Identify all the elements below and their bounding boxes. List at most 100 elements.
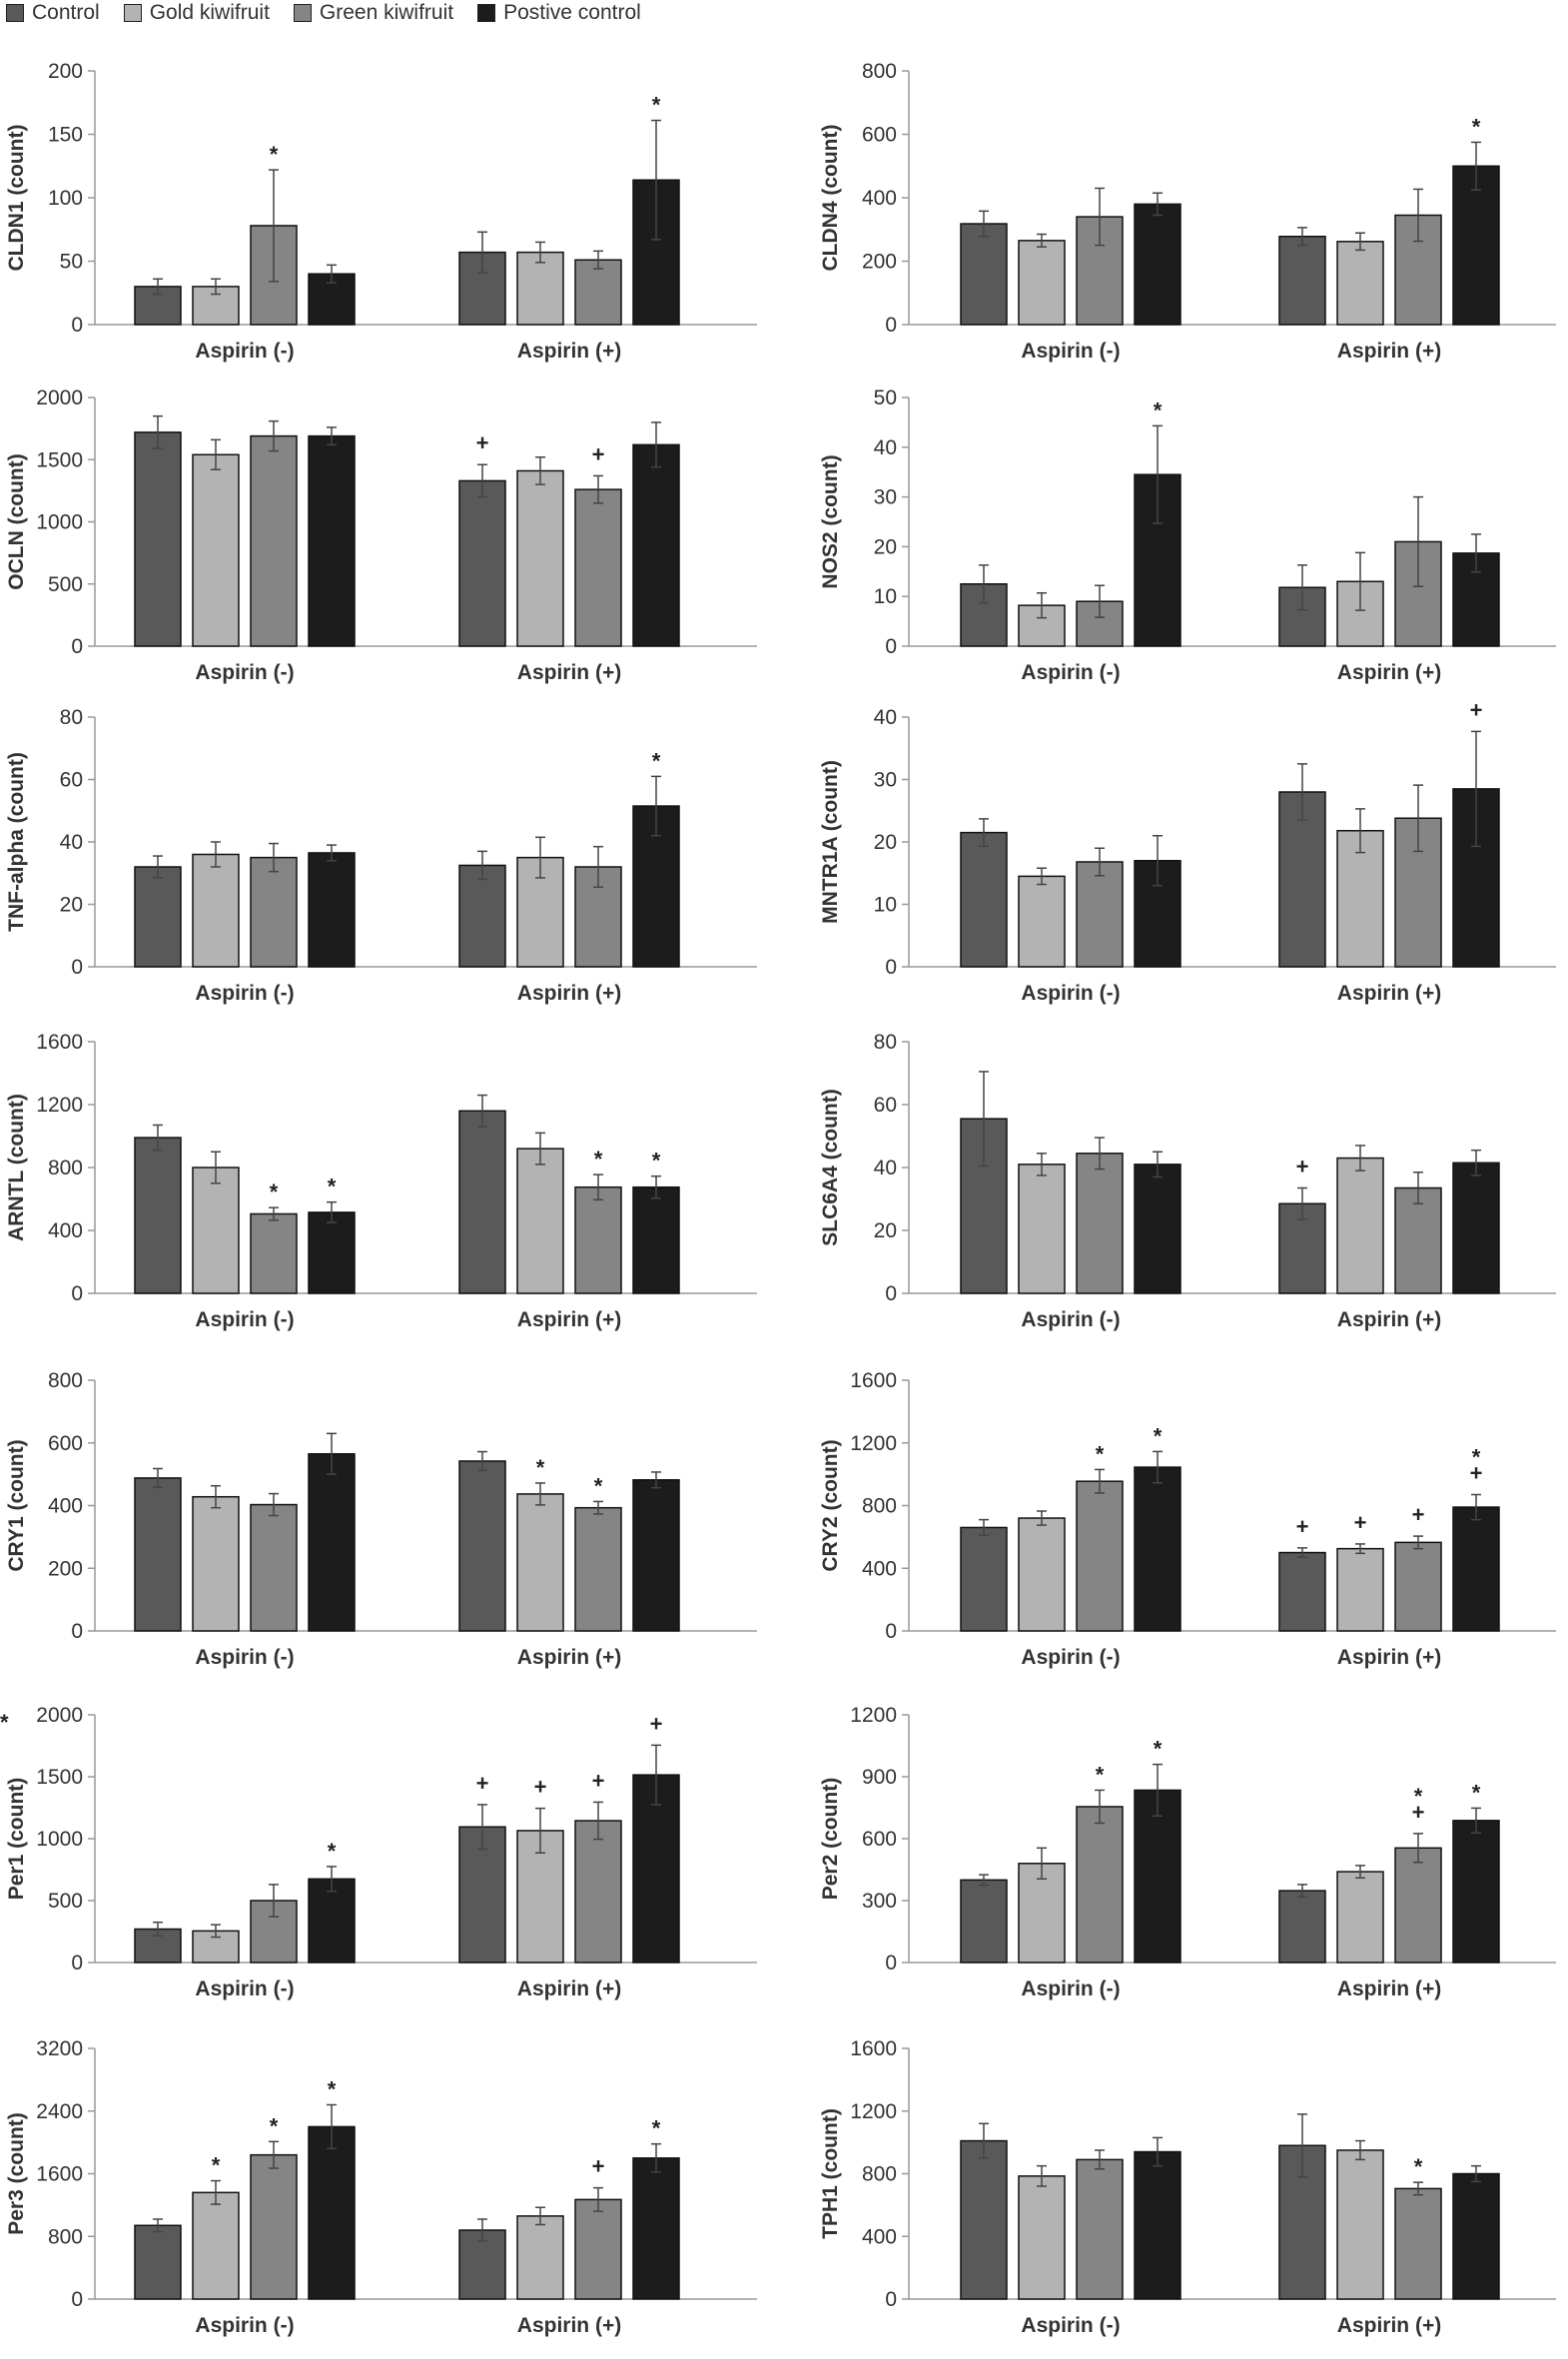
chart-ocln-count: 0 500 1000 1500 2000 OCLN (count) Aspirin (-) +… <box>5 387 757 684</box>
y-tick-label: 0 <box>885 635 897 658</box>
y-axis-title: ARNTL (count) <box>5 1094 28 1241</box>
significance-mark: * <box>652 93 661 118</box>
bar-postive-control-aspirin-neg <box>308 852 356 968</box>
chart-per2-count: 0 300 600 900 1200 Per2 (count) * * Aspirin (-) *… <box>819 1704 1556 2000</box>
y-tick-label: 1200 <box>850 1432 897 1455</box>
legend-item-gold-kiwifruit: Gold kiwifruit <box>118 1 270 25</box>
y-tick-label: 100 <box>48 187 83 210</box>
x-category-label: Aspirin (-) <box>1021 1646 1120 1669</box>
bar-control-aspirin-pos <box>1278 235 1326 326</box>
bar-control-aspirin-neg <box>134 2224 182 2300</box>
y-tick-label: 20 <box>874 1219 897 1242</box>
chart-tnf-alpha-count: 0 20 40 60 80 TNF-alpha (count) Aspirin (-) * As… <box>5 706 757 1005</box>
significance-mark: + <box>476 430 489 455</box>
bar-green-kiwifruit-aspirin-pos <box>574 1506 622 1632</box>
bar-green-kiwifruit-aspirin-pos <box>1394 2187 1442 2300</box>
bar-gold-kiwifruit-aspirin-pos <box>1336 2149 1384 2300</box>
bar-gold-kiwifruit-aspirin-neg <box>1018 875 1066 968</box>
significance-mark: + <box>1412 1502 1425 1527</box>
y-tick-label: 50 <box>874 387 897 409</box>
bar-gold-kiwifruit-aspirin-pos <box>1336 241 1384 326</box>
y-tick-label: 600 <box>862 1828 897 1851</box>
bar-green-kiwifruit-aspirin-pos <box>1394 1847 1442 1964</box>
bar-postive-control-aspirin-neg <box>1134 2150 1181 2300</box>
bar-gold-kiwifruit-aspirin-neg <box>1018 240 1066 326</box>
y-tick-label: 1200 <box>850 2100 897 2123</box>
significance-mark: + <box>534 1775 547 1800</box>
y-tick-label: 200 <box>48 60 83 83</box>
y-tick-label: 2000 <box>36 387 83 409</box>
chart-slc6a4-count: 0 20 40 60 80 SLC6A4 (count) Aspirin (-) + Aspir… <box>819 1031 1556 1331</box>
significance-mark: * <box>1472 114 1481 139</box>
x-category-label: Aspirin (-) <box>195 1977 294 2000</box>
significance-mark: * <box>652 2116 661 2141</box>
bar-control-aspirin-neg <box>960 831 1008 968</box>
bar-control-aspirin-pos <box>458 479 506 647</box>
y-axis-title: CRY2 (count) <box>819 1439 842 1571</box>
bar-postive-control-aspirin-neg <box>1134 1466 1181 1632</box>
y-axis-title: Per1 (count) <box>5 1778 28 1901</box>
x-category-label: Aspirin (-) <box>195 340 294 363</box>
y-tick-label: 0 <box>71 2288 83 2311</box>
significance-mark: * <box>270 2113 279 2138</box>
chart-legend: Control Gold kiwifruit Green kiwifruit P… <box>0 0 659 26</box>
bar-green-kiwifruit-aspirin-neg <box>250 856 298 968</box>
significance-mark: * <box>536 1455 545 1480</box>
y-tick-label: 2000 <box>36 1704 83 1727</box>
x-category-label: Aspirin (-) <box>195 1646 294 1669</box>
bar-postive-control-aspirin-neg <box>1134 203 1181 326</box>
y-axis-title: Per2 (count) <box>819 1778 842 1901</box>
bar-control-aspirin-neg <box>960 1526 1008 1632</box>
x-category-label: Aspirin (+) <box>1337 2314 1441 2337</box>
y-tick-label: 800 <box>862 60 897 83</box>
bar-green-kiwifruit-aspirin-neg <box>1076 2158 1124 2300</box>
y-tick-label: 400 <box>862 2225 897 2248</box>
bar-control-aspirin-neg <box>960 2139 1008 2300</box>
bar-gold-kiwifruit-aspirin-pos <box>1336 1871 1384 1964</box>
y-tick-label: 800 <box>862 1495 897 1518</box>
bar-gold-kiwifruit-aspirin-neg <box>1018 604 1066 647</box>
bar-green-kiwifruit-aspirin-neg <box>1076 1153 1124 1294</box>
y-tick-label: 40 <box>874 436 897 459</box>
bar-gold-kiwifruit-aspirin-pos <box>1336 830 1384 968</box>
bar-control-aspirin-neg <box>960 1879 1008 1964</box>
significance-mark: + <box>592 1768 605 1793</box>
y-tick-label: 30 <box>874 486 897 509</box>
y-axis-title: MNTR1A (count) <box>819 760 842 924</box>
y-tick-label: 1200 <box>36 1094 83 1117</box>
bar-green-kiwifruit-aspirin-neg <box>250 434 298 647</box>
x-category-label: Aspirin (+) <box>1337 1646 1441 1669</box>
legend-item-green-kiwifruit: Green kiwifruit <box>288 1 453 25</box>
y-tick-label: 20 <box>874 535 897 558</box>
legend-item-control: Control <box>0 1 100 25</box>
y-tick-label: 80 <box>874 1031 897 1054</box>
bar-green-kiwifruit-aspirin-neg <box>1076 1480 1124 1632</box>
y-tick-label: 500 <box>48 573 83 596</box>
y-tick-label: 800 <box>48 1369 83 1392</box>
y-axis-title: CLDN4 (count) <box>819 125 842 272</box>
bar-postive-control-aspirin-neg <box>308 1452 356 1632</box>
significance-mark: * <box>1154 1423 1163 1448</box>
y-tick-label: 60 <box>60 769 83 792</box>
chart-tph1-count: 0 400 800 1200 1600 TPH1 (count) Aspirin (-) * A… <box>819 2037 1556 2337</box>
x-category-label: Aspirin (+) <box>1337 661 1441 684</box>
y-axis-title: SLC6A4 (count) <box>819 1089 842 1246</box>
bar-gold-kiwifruit-aspirin-pos <box>1336 1547 1384 1632</box>
y-tick-label: 0 <box>71 956 83 979</box>
y-tick-label: 1200 <box>850 1704 897 1727</box>
x-category-label: Aspirin (+) <box>517 661 621 684</box>
chart-cry2-count: 0 400 800 1200 1600 CRY2 (count) * * Aspirin (-)… <box>819 1369 1556 1669</box>
bar-postive-control-aspirin-pos <box>1452 165 1500 326</box>
chart-per3-count: 0 800 1600 2400 3200 Per3 (count) * * * Aspirin (… <box>5 2037 757 2337</box>
legend-label-green-kiwifruit: Green kiwifruit <box>319 1 454 24</box>
y-tick-label: 1600 <box>36 1031 83 1054</box>
y-tick-label: 1000 <box>36 1828 83 1851</box>
x-category-label: Aspirin (-) <box>195 2314 294 2337</box>
legend-swatch-gold-kiwifruit <box>123 4 142 22</box>
chart-cry1-count: 0 200 400 600 800 CRY1 (count) Aspirin (-) * * As… <box>5 1369 757 1669</box>
bar-gold-kiwifruit-aspirin-neg <box>1018 2175 1066 2300</box>
x-category-label: Aspirin (+) <box>517 1308 621 1331</box>
y-tick-label: 40 <box>60 831 83 854</box>
y-tick-label: 400 <box>48 1495 83 1518</box>
